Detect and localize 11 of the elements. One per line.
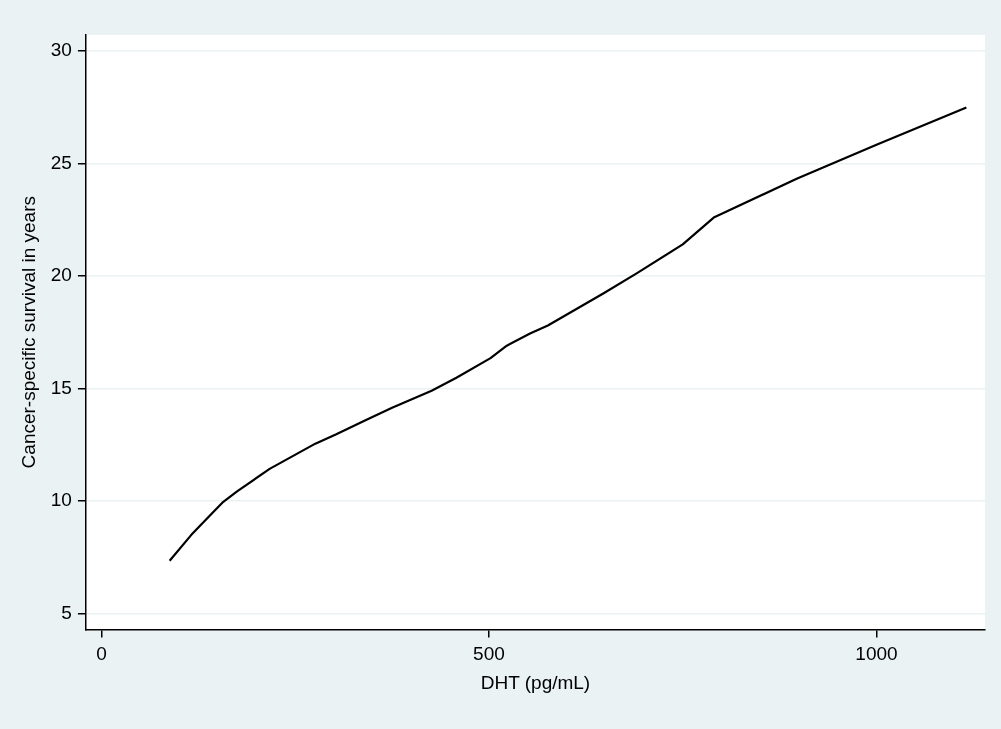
y-tick-label: 20 <box>50 264 72 286</box>
x-tick-label: 1000 <box>855 643 898 665</box>
y-axis-title: Cancer-specific survival in years <box>17 195 39 469</box>
y-tick-label: 10 <box>50 489 72 511</box>
y-tick-label: 25 <box>50 151 72 173</box>
y-tick-label: 30 <box>50 38 72 60</box>
x-tick-label: 500 <box>473 643 505 665</box>
y-tick-label: 5 <box>61 601 72 623</box>
x-tick-label: 0 <box>96 643 107 665</box>
y-tick-label: 15 <box>50 376 72 398</box>
x-axis-title: DHT (pg/mL) <box>480 671 591 693</box>
